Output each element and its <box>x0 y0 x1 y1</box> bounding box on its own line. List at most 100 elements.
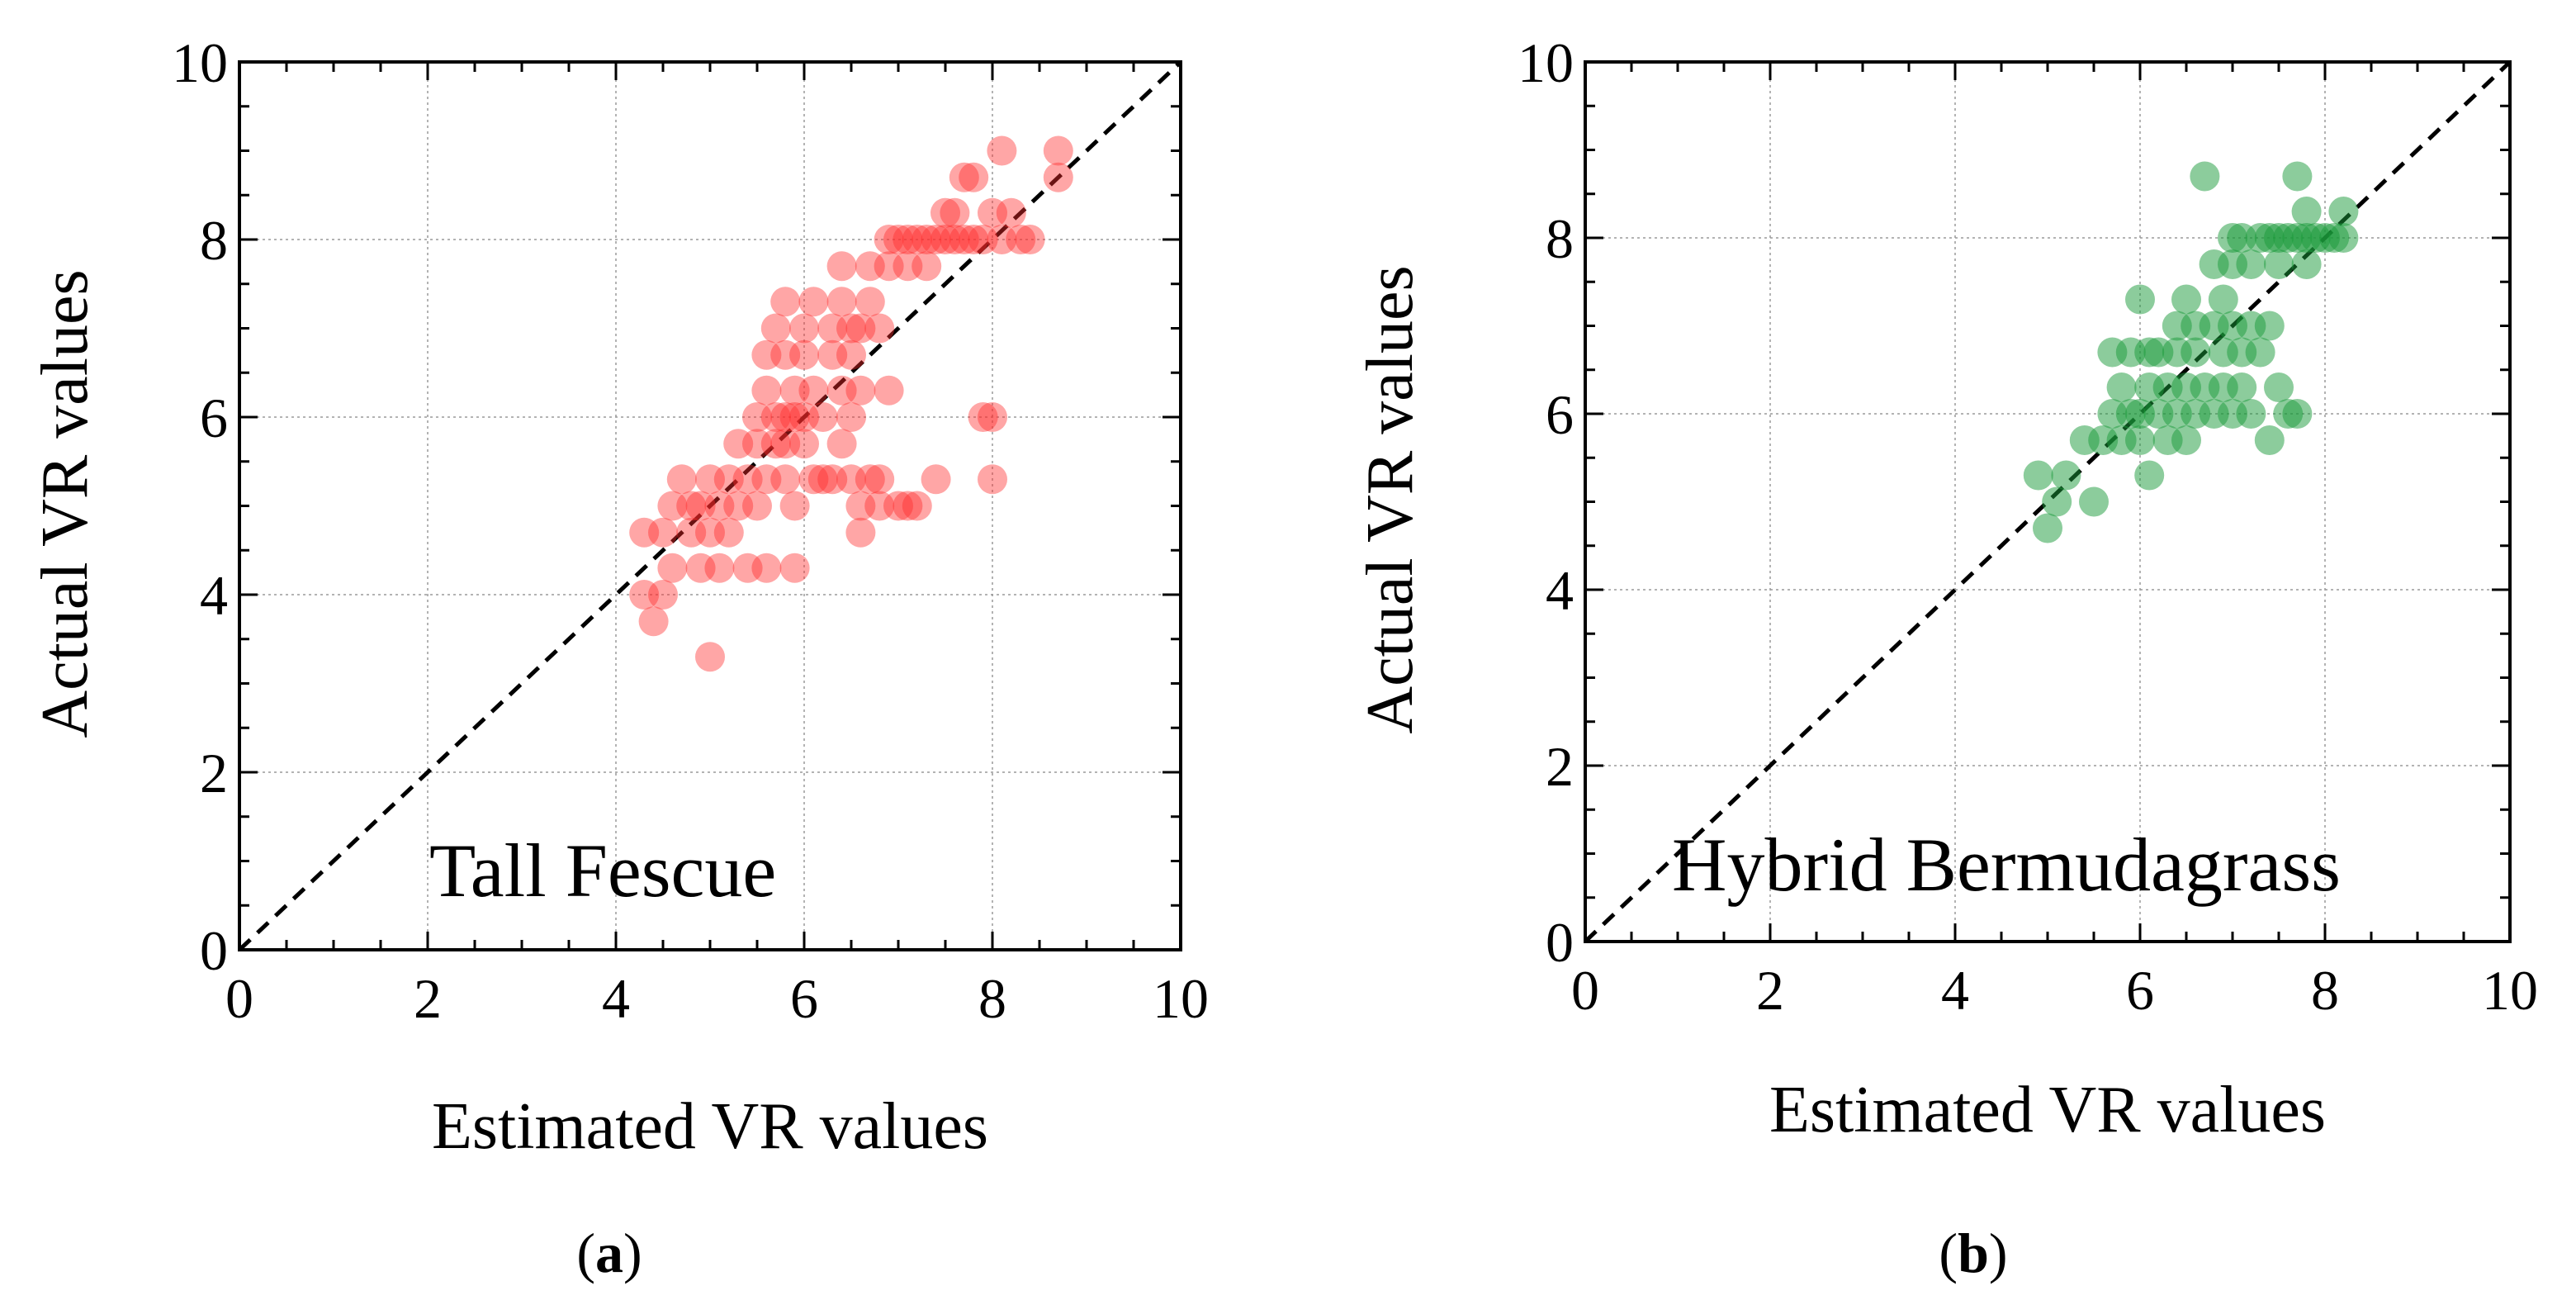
panel-b-point-5 <box>2079 486 2109 517</box>
panel-a-point-95 <box>968 225 998 254</box>
panel-a: 0 2 4 6 8 10 0 2 4 6 8 10 Tall Fescue Estimated VR… <box>29 31 1209 1284</box>
panel-a-point-60 <box>836 339 866 370</box>
panel-b-point-0 <box>2023 460 2053 491</box>
panel-a-point-65 <box>845 313 876 344</box>
panel-a-point-101 <box>996 197 1026 228</box>
panel-a-x-tick-label-3: 6 <box>790 967 818 1030</box>
panel-a-point-49 <box>807 464 838 495</box>
panel-a-x-tick-labels: 0 2 4 6 8 10 <box>225 967 1209 1030</box>
panel-a-point-63 <box>845 491 876 521</box>
panel-a-point-8 <box>676 517 707 548</box>
panel-a-point-103 <box>1015 225 1045 254</box>
panel-b-point-62 <box>2282 161 2313 192</box>
panel-a-point-32 <box>760 313 791 344</box>
panel-a-point-91 <box>949 225 979 254</box>
panel-a-point-24 <box>742 429 772 459</box>
panel-a-point-98 <box>978 197 1007 228</box>
panel-b-x-tick-label-4: 8 <box>2311 959 2339 1022</box>
panel-b-point-63 <box>2291 249 2322 279</box>
panel-a-point-51 <box>817 464 848 495</box>
panel-a-point-88 <box>940 225 970 254</box>
panel-a-x-tick-label-2: 4 <box>602 967 630 1030</box>
panel-a-point-76 <box>883 225 913 254</box>
panel-b-point-70 <box>2328 223 2359 253</box>
panel-b-point-60 <box>2282 399 2313 429</box>
panel-b-point-1 <box>2033 513 2062 543</box>
panel-a-point-3 <box>629 517 660 548</box>
panel-a-x-axis-title: Estimated VR values <box>432 1090 988 1163</box>
panel-a-identity-line <box>238 60 1182 951</box>
panel-a-point-45 <box>789 313 819 344</box>
panel-a-point-9 <box>676 491 707 521</box>
panel-b-point-30 <box>2181 337 2211 368</box>
panel-a-point-96 <box>978 464 1007 495</box>
panel-a-point-64 <box>845 375 876 406</box>
panel-a-grid <box>239 62 1181 950</box>
panel-a-point-71 <box>864 313 895 344</box>
panel-a-point-77 <box>893 491 923 521</box>
panel-a-point-21 <box>732 553 763 583</box>
panel-a-point-13 <box>695 517 725 548</box>
panel-b-x-tick-label-0: 0 <box>1571 959 1599 1022</box>
panel-b: 0 2 4 6 8 10 0 2 4 6 8 10 Hybrid Bermudagrass Esti… <box>1354 31 2538 1284</box>
panel-a-point-79 <box>893 225 923 254</box>
panel-a-point-56 <box>826 287 857 317</box>
panel-a-point-87 <box>930 197 960 228</box>
panel-a-y-tick-label-2: 4 <box>200 564 228 627</box>
panel-a-point-104 <box>1043 162 1073 192</box>
panel-b-point-50 <box>2245 337 2275 368</box>
panel-a-point-57 <box>826 251 857 282</box>
panel-a-x-tick-label-4: 8 <box>978 967 1006 1030</box>
panel-a-y-tick-label-1: 2 <box>200 742 228 804</box>
panel-a-point-23 <box>742 491 772 521</box>
panel-a-point-105 <box>1043 135 1073 166</box>
panel-b-point-28 <box>2171 284 2201 315</box>
panel-a-point-29 <box>751 339 782 370</box>
panel-a-point-82 <box>912 251 942 282</box>
panel-a-point-80 <box>902 491 932 521</box>
panel-a-point-84 <box>921 464 951 495</box>
panel-a-point-94 <box>968 402 998 432</box>
panel-a-point-15 <box>704 553 735 583</box>
panel-b-point-55 <box>2264 372 2294 403</box>
panel-a-point-50 <box>807 402 838 432</box>
panel-a-point-14 <box>695 464 725 495</box>
panel-a-point-73 <box>874 251 904 282</box>
panel-b-y-tick-label-2: 4 <box>1546 559 1574 622</box>
panel-a-point-58 <box>836 464 866 495</box>
panel-b-point-3 <box>2051 460 2081 491</box>
panel-a-point-92 <box>959 225 989 254</box>
panel-a-x-tick-label-0: 0 <box>225 967 253 1030</box>
panel-a-point-30 <box>760 429 791 459</box>
panel-a-point-22 <box>732 464 763 495</box>
panel-a-point-19 <box>723 491 754 521</box>
panel-a-point-41 <box>779 375 810 406</box>
panel-a-point-99 <box>987 225 1017 254</box>
panel-b-point-47 <box>2236 399 2266 429</box>
panel-a-x-tick-label-5: 10 <box>1153 967 1209 1030</box>
panel-a-point-54 <box>826 429 857 459</box>
panel-a-point-16 <box>704 491 735 521</box>
panel-a-point-27 <box>751 464 782 495</box>
panel-a-caption: (a) <box>576 1222 642 1284</box>
panel-b-point-53 <box>2254 311 2285 341</box>
panel-a-point-72 <box>874 375 904 406</box>
panel-a-point-4 <box>648 517 678 548</box>
panel-b-point-49 <box>2236 249 2266 279</box>
panel-a-point-75 <box>883 491 913 521</box>
panel-a-point-31 <box>760 402 791 432</box>
panel-b-point-33 <box>2190 161 2220 192</box>
panel-a-point-48 <box>798 287 829 317</box>
panel-a-point-85 <box>921 225 951 254</box>
panel-a-point-59 <box>836 402 866 432</box>
panel-a-point-10 <box>685 553 716 583</box>
panel-a-point-40 <box>779 402 810 432</box>
panel-b-caption-letter: b <box>1958 1222 1989 1284</box>
panel-a-point-12 <box>695 642 725 672</box>
panel-b-point-13 <box>2125 425 2155 455</box>
panel-b-identity-line <box>1584 60 2512 943</box>
panel-a-y-tick-label-4: 8 <box>200 209 228 272</box>
panel-a-caption-letter: a <box>595 1222 623 1284</box>
panel-b-point-52 <box>2254 425 2285 455</box>
